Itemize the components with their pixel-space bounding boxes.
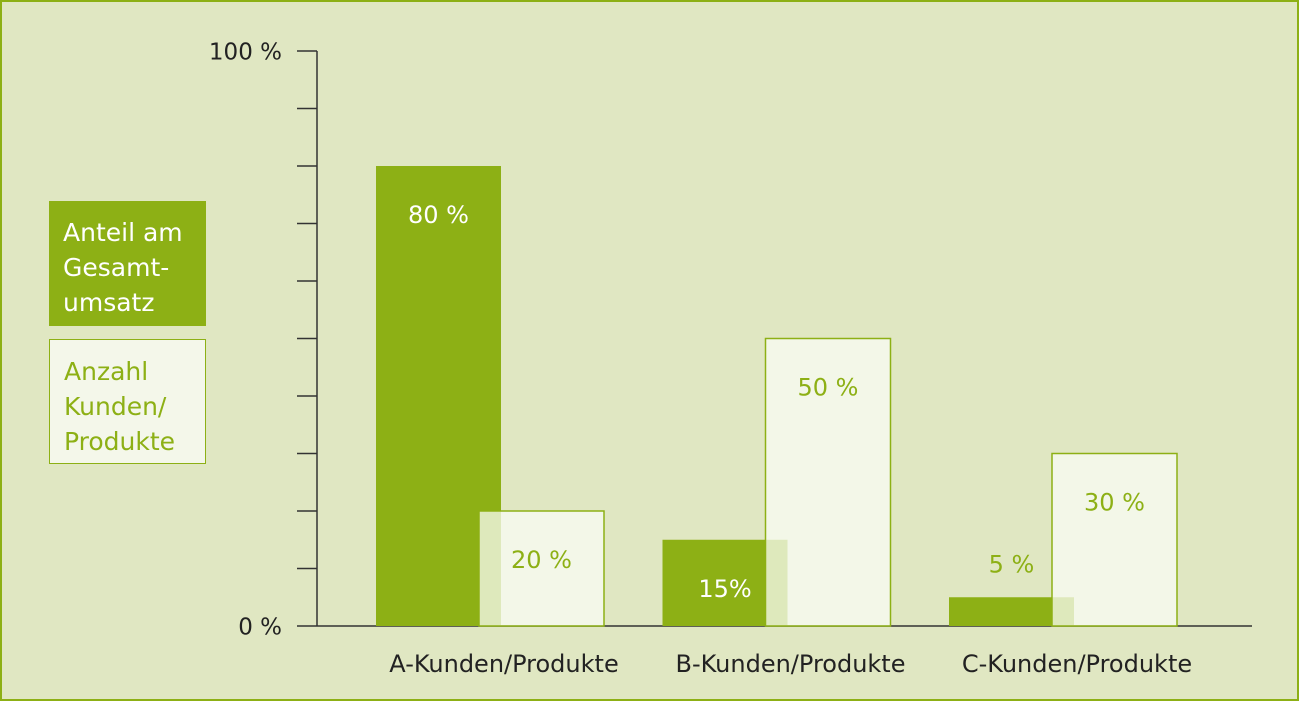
bar (764, 337, 892, 627)
value-label: 20 % (511, 546, 572, 574)
x-tick-label: C-Kunden/Produkte (962, 650, 1192, 678)
value-label: 30 % (1084, 489, 1145, 517)
bar (1051, 452, 1178, 627)
x-tick-label: B-Kunden/Produkte (676, 650, 906, 678)
x-tick-label: A-Kunden/Produkte (389, 650, 618, 678)
value-label: 5 % (989, 550, 1035, 578)
y-tick-label: 100 % (209, 40, 282, 66)
legend-entry: Anteil am Gesamt- umsatz (49, 201, 206, 326)
value-label: 50 % (798, 374, 859, 402)
value-label: 15% (698, 575, 751, 603)
legend-entry: Anzahl Kunden/ Produkte (49, 339, 206, 464)
bar (478, 510, 605, 627)
y-tick-label: 0 % (238, 615, 282, 641)
value-label: 80 % (408, 201, 469, 229)
